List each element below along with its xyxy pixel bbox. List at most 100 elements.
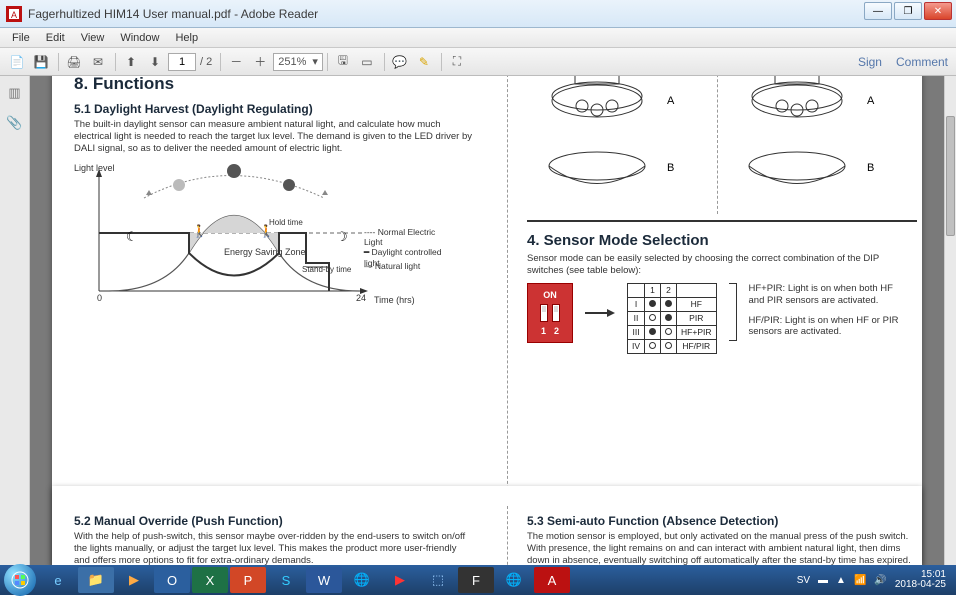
section-4-body: Sensor mode can be easily selected by ch… (527, 253, 917, 277)
section-4-title: 4. Sensor Mode Selection (527, 232, 917, 249)
page-up-icon[interactable]: ⬆ (120, 51, 142, 73)
tray-volume-icon[interactable]: 🔊 (874, 575, 886, 586)
taskbar-chrome-icon[interactable]: 🌐 (344, 567, 380, 593)
zoom-in-icon[interactable]: ＋ (249, 51, 271, 73)
toolbar: 📄 💾 🖨 ✉ ⬆ ⬇ / 2 － ＋ 251%▾ 🖫 ▭ 💬 ✎ ⛶ Sign… (0, 48, 956, 76)
pdf-page-2: 5.2 Manual Override (Push Function) With… (52, 486, 922, 565)
start-button[interactable] (4, 564, 36, 596)
zoom-out-icon[interactable]: － (225, 51, 247, 73)
chart-x-label: Time (hrs) (374, 295, 415, 305)
sensor-divider (717, 76, 718, 214)
adobe-reader-icon: A (6, 6, 22, 22)
dip-note-2: HF/PIR: Light is on when HF or PIR senso… (749, 315, 899, 339)
svg-text:☾: ☾ (126, 229, 138, 244)
taskbar-media-icon[interactable]: ▶ (116, 567, 152, 593)
section-5-1-body: The built-in daylight sensor can measure… (74, 119, 474, 155)
svg-text:B: B (667, 162, 674, 174)
section-5-3-title: 5.3 Semi-auto Function (Absence Detectio… (527, 514, 917, 528)
document-viewport[interactable]: 8. Functions 5.1 Daylight Harvest (Dayli… (30, 76, 944, 565)
section-8-title: 8. Functions (74, 76, 474, 94)
taskbar-f-icon[interactable]: F (458, 567, 494, 593)
system-tray[interactable]: SV ▬ ▲ 📶 🔊 15:01 2018-04-25 (797, 570, 952, 590)
taskbar-powerpoint-icon[interactable]: P (230, 567, 266, 593)
tray-flag-icon: ▬ (818, 575, 828, 586)
taskbar-skype-icon[interactable]: S (268, 567, 304, 593)
sign-button[interactable]: Sign (858, 55, 882, 69)
attachments-icon[interactable]: 📎 (6, 114, 24, 132)
menu-view[interactable]: View (73, 30, 113, 46)
menu-edit[interactable]: Edit (38, 30, 73, 46)
highlight-icon[interactable]: ✎ (413, 51, 435, 73)
save-icon[interactable]: 💾 (30, 51, 52, 73)
section-5-3-body: The motion sensor is employed, but only … (527, 531, 917, 565)
maximize-button[interactable]: ❐ (894, 2, 922, 20)
svg-text:☽: ☽ (336, 229, 348, 244)
tool-save-icon[interactable]: 🖫 (332, 51, 354, 73)
taskbar-ie-icon[interactable]: e (40, 567, 76, 593)
sensor-diagrams: A B A (527, 76, 917, 214)
nav-pane: ▥ 📎 (0, 76, 30, 565)
menu-bar: File Edit View Window Help (0, 28, 956, 48)
dip-switch-area: ON 12 12 IHF IIPIR IIIHF+PIR IVHF/PIR (527, 283, 917, 354)
svg-text:🚶: 🚶 (192, 224, 207, 238)
bracket-icon (729, 283, 737, 341)
dip-note-1: HF+PIR: Light is on when both HF and PIR… (749, 283, 899, 307)
legend-normal: ---- Normal Electric Light (364, 227, 454, 247)
chart-x-tick-0: 0 (97, 293, 102, 303)
svg-text:B: B (867, 162, 874, 174)
window-titlebar: A Fagerhultized HIM14 User manual.pdf - … (0, 0, 956, 28)
taskbar-word-icon[interactable]: W (306, 567, 342, 593)
svg-text:Hold time: Hold time (269, 218, 303, 227)
svg-text:A: A (867, 95, 875, 107)
menu-window[interactable]: Window (112, 30, 167, 46)
menu-file[interactable]: File (4, 30, 38, 46)
page-down-icon[interactable]: ⬇ (144, 51, 166, 73)
section-rule (527, 220, 917, 222)
window-title: Fagerhultized HIM14 User manual.pdf - Ad… (28, 7, 950, 21)
menu-help[interactable]: Help (167, 30, 206, 46)
export-pdf-icon[interactable]: 📄 (6, 51, 28, 73)
section-5-2-body: With the help of push-switch, this senso… (74, 531, 474, 565)
close-button[interactable]: ✕ (924, 2, 952, 20)
tool-view-icon[interactable]: ▭ (356, 51, 378, 73)
arrow-icon (585, 283, 615, 343)
zoom-select[interactable]: 251%▾ (273, 53, 323, 71)
tray-network-icon[interactable]: 📶 (854, 575, 866, 586)
chart-x-tick-24: 24 (356, 293, 366, 303)
dip-switch-photo: ON 12 (527, 283, 573, 343)
taskbar-reader-icon[interactable]: A (534, 567, 570, 593)
taskbar-outlook-icon[interactable]: O (154, 567, 190, 593)
section-5-1-title: 5.1 Daylight Harvest (Daylight Regulatin… (74, 102, 474, 116)
taskbar-chrome2-icon[interactable]: 🌐 (496, 567, 532, 593)
chart-zone-label: Energy Saving Zone (224, 247, 306, 257)
taskbar-youtube-icon[interactable]: ▶ (382, 567, 418, 593)
legend-natural: — Natural light (364, 261, 420, 271)
column-divider (507, 76, 508, 504)
dip-switch-table: 12 IHF IIPIR IIIHF+PIR IVHF/PIR (627, 283, 717, 354)
page-total-label: / 2 (200, 56, 212, 68)
comment-button[interactable]: Comment (896, 55, 948, 69)
column-divider-2 (507, 506, 508, 565)
section-5-2-title: 5.2 Manual Override (Push Function) (74, 514, 474, 528)
thumbnails-icon[interactable]: ▥ (6, 84, 24, 102)
taskbar-explorer-icon[interactable]: 📁 (78, 567, 114, 593)
read-mode-icon[interactable]: ⛶ (446, 51, 468, 73)
page-number-input[interactable] (168, 53, 196, 71)
chart-standby-label: Stand-by time (302, 265, 351, 274)
taskbar: e 📁 ▶ O X P S W 🌐 ▶ ⬚ F 🌐 A SV ▬ ▲ 📶 🔊 1… (0, 565, 956, 595)
taskbar-excel-icon[interactable]: X (192, 567, 228, 593)
svg-text:A: A (667, 95, 675, 107)
vertical-scrollbar[interactable] (944, 76, 956, 565)
print-icon[interactable]: 🖨 (63, 51, 85, 73)
svg-text:A: A (11, 10, 17, 20)
annotate-icon[interactable]: 💬 (389, 51, 411, 73)
tray-up-icon[interactable]: ▲ (836, 575, 846, 586)
chart-y-label: Light level (74, 163, 115, 173)
taskbar-app-icon[interactable]: ⬚ (420, 567, 456, 593)
email-icon[interactable]: ✉ (87, 51, 109, 73)
tray-date: 2018-04-25 (895, 580, 946, 590)
tray-lang[interactable]: SV (797, 575, 810, 586)
minimize-button[interactable]: — (864, 2, 892, 20)
scrollbar-thumb[interactable] (946, 116, 955, 236)
daylight-chart: ☾ ☽ 🚶 🚶 Hold time Light level 0 24 Time … (74, 163, 454, 308)
